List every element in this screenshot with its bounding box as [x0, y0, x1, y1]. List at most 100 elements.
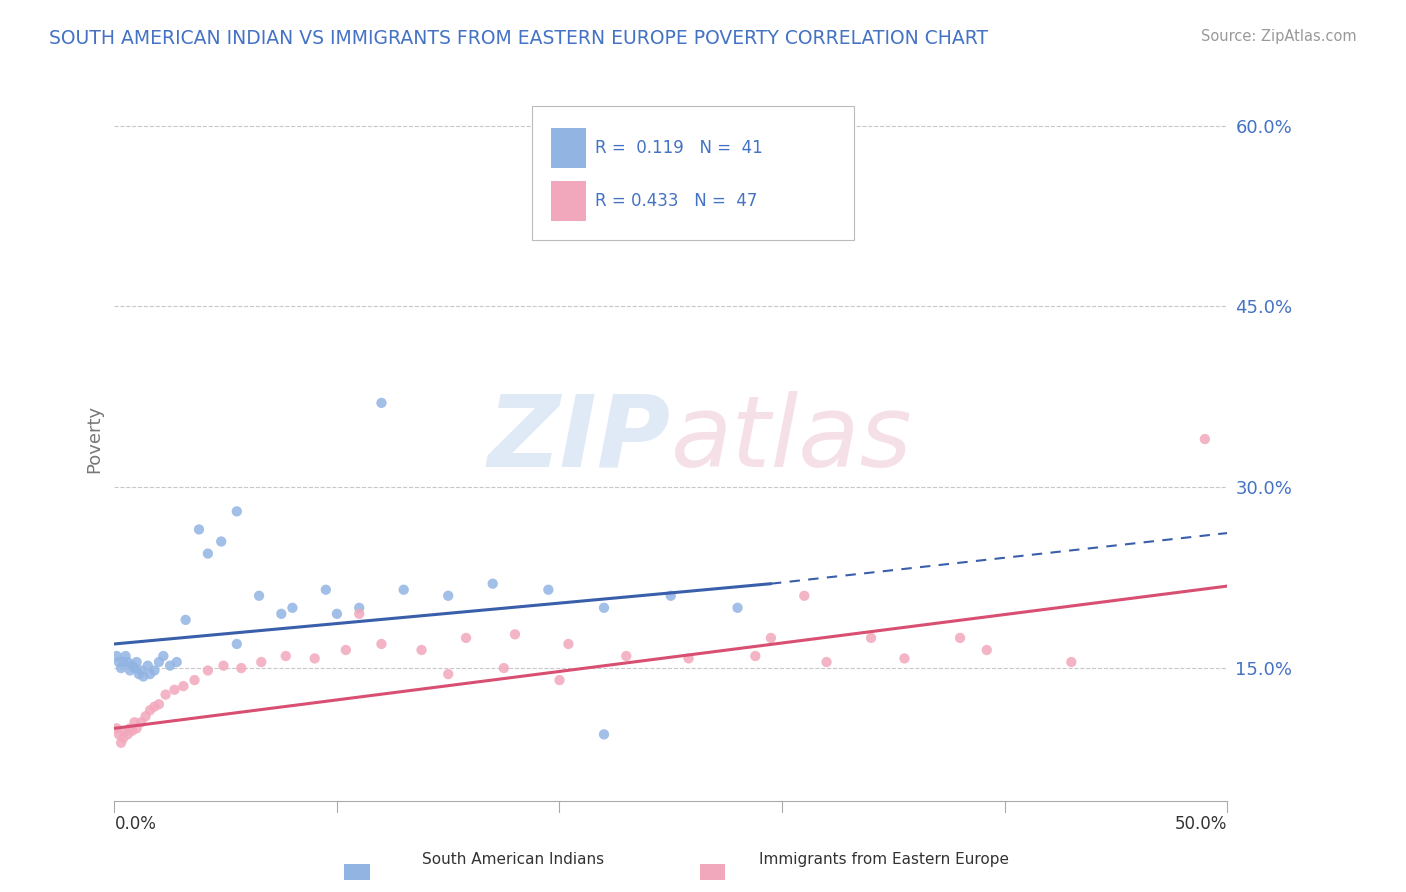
Point: [454, 631, 477, 645]
Point: [614, 648, 637, 663]
Point: [125, 655, 148, 669]
Point: [270, 607, 292, 621]
Point: [437, 589, 460, 603]
Point: [209, 534, 232, 549]
Point: [117, 655, 139, 669]
Point: [110, 661, 132, 675]
Point: [392, 582, 415, 597]
Point: [370, 396, 392, 410]
Text: R =  0.119   N =  41: R = 0.119 N = 41: [595, 139, 763, 157]
Point: [197, 547, 219, 561]
Text: atlas: atlas: [671, 391, 912, 488]
Point: [118, 722, 141, 736]
Point: [231, 661, 253, 675]
Point: [481, 576, 503, 591]
Point: [793, 589, 815, 603]
Point: [148, 697, 170, 711]
Point: [759, 631, 782, 645]
Point: [197, 664, 219, 678]
Point: [370, 637, 392, 651]
Point: [815, 655, 838, 669]
Point: [143, 699, 166, 714]
Point: [247, 589, 270, 603]
Point: [250, 655, 273, 669]
Text: 50.0%: 50.0%: [1175, 815, 1227, 833]
Point: [114, 648, 136, 663]
Text: South American Indians: South American Indians: [422, 852, 605, 867]
Point: [304, 651, 326, 665]
Point: [114, 723, 136, 738]
Y-axis label: Poverty: Poverty: [86, 405, 103, 473]
Point: [335, 643, 357, 657]
Point: [174, 613, 197, 627]
Point: [163, 682, 186, 697]
Point: [135, 709, 157, 723]
Point: [128, 667, 150, 681]
Point: [593, 727, 616, 741]
Point: [105, 722, 128, 736]
Point: [172, 679, 194, 693]
Text: R = 0.433   N =  47: R = 0.433 N = 47: [595, 192, 758, 211]
Point: [503, 627, 526, 641]
Point: [347, 607, 370, 621]
Point: [108, 655, 131, 669]
Point: [976, 643, 998, 657]
Point: [159, 658, 181, 673]
Point: [281, 600, 304, 615]
Point: [212, 658, 235, 673]
Text: SOUTH AMERICAN INDIAN VS IMMIGRANTS FROM EASTERN EUROPE POVERTY CORRELATION CHAR: SOUTH AMERICAN INDIAN VS IMMIGRANTS FROM…: [49, 29, 988, 47]
Bar: [551, 181, 586, 220]
Point: [118, 664, 141, 678]
Point: [155, 688, 177, 702]
Point: [143, 664, 166, 678]
Point: [893, 651, 915, 665]
Point: [593, 600, 616, 615]
Point: [1060, 655, 1083, 669]
Point: [411, 643, 433, 657]
FancyBboxPatch shape: [531, 106, 855, 240]
Point: [1194, 432, 1216, 446]
Point: [183, 673, 205, 687]
Point: [659, 589, 682, 603]
Point: [112, 731, 135, 745]
Point: [117, 727, 139, 741]
Text: ZIP: ZIP: [488, 391, 671, 488]
Text: Immigrants from Eastern Europe: Immigrants from Eastern Europe: [759, 852, 1010, 867]
Point: [727, 600, 749, 615]
Point: [124, 661, 146, 675]
Point: [129, 715, 152, 730]
Point: [492, 661, 515, 675]
Point: [152, 648, 174, 663]
Point: [129, 664, 152, 678]
Point: [124, 715, 146, 730]
Point: [274, 648, 297, 663]
Point: [225, 504, 247, 518]
Point: [112, 655, 135, 669]
Point: [326, 607, 349, 621]
Point: [437, 667, 460, 681]
Point: [548, 673, 571, 687]
Text: 0.0%: 0.0%: [114, 815, 156, 833]
Point: [315, 582, 337, 597]
Point: [678, 651, 700, 665]
Point: [166, 655, 188, 669]
Point: [557, 637, 579, 651]
Point: [125, 722, 148, 736]
Point: [132, 669, 155, 683]
Point: [108, 727, 131, 741]
Point: [110, 736, 132, 750]
Text: Source: ZipAtlas.com: Source: ZipAtlas.com: [1201, 29, 1357, 44]
Point: [136, 658, 159, 673]
Point: [949, 631, 972, 645]
Point: [139, 703, 162, 717]
Point: [537, 582, 560, 597]
Point: [105, 648, 128, 663]
Point: [121, 658, 143, 673]
Bar: [551, 128, 586, 168]
Point: [121, 723, 143, 738]
Point: [347, 600, 370, 615]
Point: [744, 648, 766, 663]
Point: [148, 655, 170, 669]
Point: [139, 667, 162, 681]
Point: [860, 631, 883, 645]
